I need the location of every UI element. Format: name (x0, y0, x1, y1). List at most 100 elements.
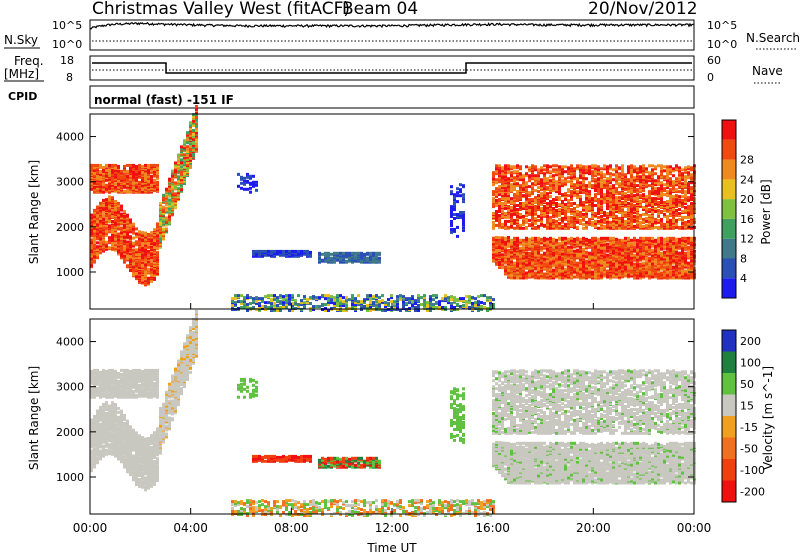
range-cell (108, 189, 111, 193)
range-cell (111, 241, 114, 245)
range-cell (519, 257, 522, 261)
range-cell (558, 257, 561, 261)
range-cell (558, 178, 561, 182)
range-cell (615, 252, 618, 256)
range-cell (570, 202, 573, 205)
range-cell (288, 252, 291, 256)
range-cell (93, 220, 96, 224)
range-cell (528, 242, 531, 246)
range-cell (555, 211, 558, 214)
range-cell (582, 201, 585, 204)
range-cell (414, 306, 417, 309)
range-cell (132, 163, 135, 167)
range-cell (612, 212, 615, 216)
range-cell (597, 177, 600, 181)
range-cell (444, 294, 447, 298)
range-cell (501, 172, 504, 176)
range-cell (393, 306, 396, 309)
range-cell (546, 255, 549, 259)
range-cell (588, 172, 591, 176)
range-cell (144, 248, 147, 252)
range-cell (144, 178, 147, 182)
range-cell (135, 272, 138, 276)
range-cell (141, 170, 144, 174)
range-cell (378, 258, 381, 262)
range-cell (345, 251, 348, 255)
range-cell (132, 181, 135, 185)
range-cell (579, 181, 582, 185)
range-cell (495, 241, 498, 245)
range-cell (195, 144, 198, 148)
range-cell (108, 170, 111, 174)
range-cell (600, 167, 603, 171)
range-cell (144, 243, 147, 247)
range-cell (576, 210, 579, 213)
range-cell (453, 203, 456, 207)
range-cell (147, 242, 150, 246)
range-cell (576, 219, 579, 223)
range-cell (594, 189, 597, 193)
range-cell (99, 249, 102, 253)
range-cell (261, 249, 264, 253)
range-cell (579, 247, 582, 251)
range-cell (138, 242, 141, 246)
range-cell (309, 309, 312, 312)
range-cell (615, 272, 618, 276)
range-cell (303, 295, 306, 299)
range-cell (564, 236, 567, 240)
range-cell (144, 239, 147, 243)
range-cell (561, 165, 564, 169)
range-cell (582, 183, 585, 187)
range-cell (144, 163, 147, 167)
range-cell (405, 302, 408, 305)
range-cell (600, 224, 603, 228)
range-cell (576, 217, 579, 221)
range-cell (594, 236, 597, 240)
range-cell (108, 177, 111, 181)
range-cell (504, 265, 507, 269)
range-cell (105, 240, 108, 244)
range-cell (561, 204, 564, 207)
range-cell (597, 187, 600, 191)
range-cell (516, 197, 519, 201)
range-cell (270, 304, 273, 307)
range-cell (546, 237, 549, 241)
range-cell (504, 212, 507, 215)
range-cell (348, 251, 351, 255)
range-cell (534, 207, 537, 210)
range-cell (147, 170, 150, 174)
range-cell (126, 183, 129, 187)
range-cell (252, 297, 255, 301)
range-cell (453, 227, 456, 231)
range-cell (264, 301, 267, 305)
range-cell (537, 236, 540, 240)
range-cell (531, 201, 534, 204)
range-cell (540, 215, 543, 219)
range-cell (135, 182, 138, 186)
range-cell (243, 187, 246, 191)
range-cell (519, 206, 522, 209)
range-cell (141, 231, 144, 235)
range-cell (579, 198, 582, 201)
range-cell (609, 175, 612, 179)
range-cell (276, 299, 279, 303)
range-cell (495, 169, 498, 173)
range-cell (510, 223, 513, 227)
range-cell (345, 301, 348, 305)
range-cell (456, 225, 459, 229)
range-cell (597, 274, 600, 278)
range-cell (513, 226, 516, 230)
range-cell (501, 253, 504, 257)
range-cell (516, 258, 519, 262)
range-cell (516, 208, 519, 211)
range-cell (132, 256, 135, 260)
range-cell (609, 211, 612, 214)
range-cell (96, 163, 99, 167)
range-cell (450, 220, 453, 223)
range-cell (549, 236, 552, 240)
range-cell (261, 297, 264, 301)
range-cell (567, 171, 570, 175)
range-cell (537, 267, 540, 271)
range-cell (150, 278, 153, 282)
range-cell (597, 168, 600, 172)
